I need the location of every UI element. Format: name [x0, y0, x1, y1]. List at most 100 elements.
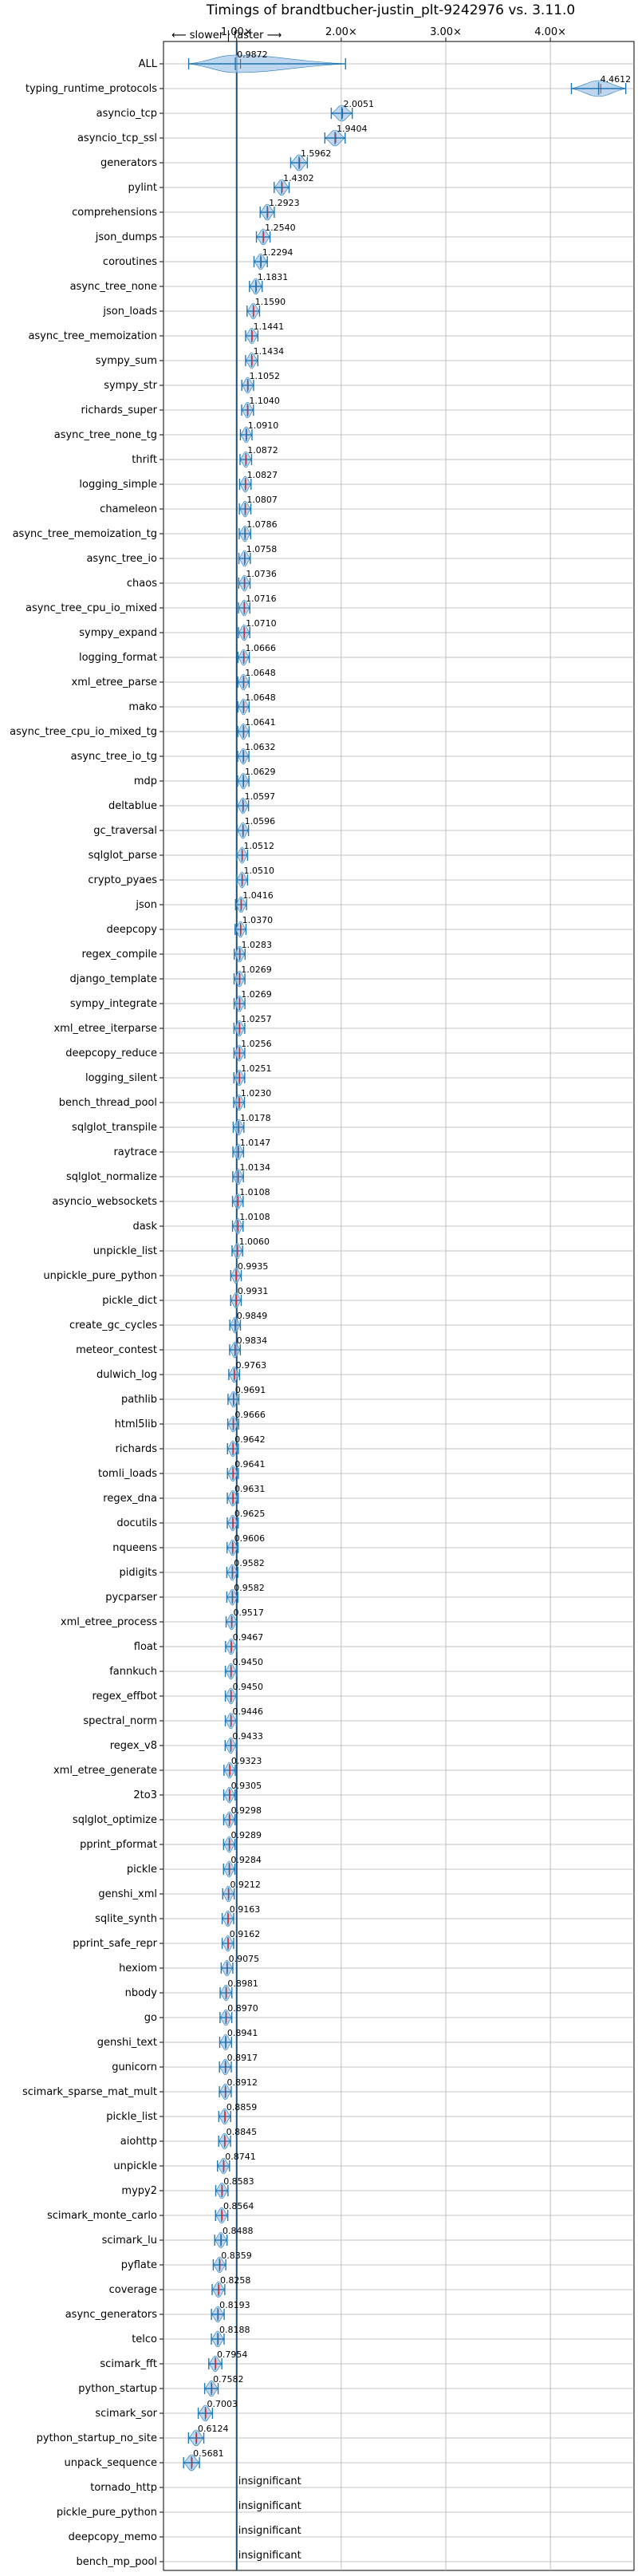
benchmark-name: create_gc_cycles [69, 1320, 157, 1331]
benchmark-name: asyncio_tcp [96, 108, 157, 120]
benchmark-name: aiohttp [120, 2136, 157, 2148]
x-tick-label: 1.00× [221, 26, 253, 38]
value-label: 0.9631 [234, 1484, 266, 1494]
value-label: 0.8970 [227, 2003, 258, 2014]
benchmark-name: pickle [127, 1864, 157, 1876]
value-label: 1.4302 [283, 173, 314, 183]
benchmark-name: regex_dna [103, 1493, 157, 1505]
benchmark-name: tornado_http [90, 2482, 157, 2494]
value-label: 1.2294 [262, 247, 293, 258]
benchmark-name: deepcopy [106, 924, 157, 936]
value-label: 1.0147 [240, 1138, 271, 1148]
value-label: 1.1590 [255, 297, 286, 307]
value-label: 0.9931 [238, 1286, 269, 1296]
benchmark-name: async_generators [65, 2309, 158, 2321]
direction-label: ⟵ slower | faster ⟶ [171, 30, 282, 41]
benchmark-name: pickle_list [106, 2111, 157, 2123]
value-label: 1.0510 [243, 866, 274, 876]
benchmark-name: xml_etree_generate [53, 1765, 157, 1777]
benchmark-name: typing_runtime_protocols [26, 83, 157, 95]
benchmark-name: async_tree_none_tg [54, 429, 157, 441]
insignificant-label: insignificant [238, 2500, 301, 2512]
value-label: 1.0807 [246, 495, 278, 505]
value-label: 0.9163 [230, 1904, 261, 1915]
chart-title: Timings of brandtbucher-justin_plt-92429… [206, 2, 575, 18]
benchmark-name: richards [116, 1443, 158, 1455]
value-label: 0.8941 [227, 2028, 258, 2038]
benchmark-name: gunicorn [112, 2061, 157, 2073]
value-label: 1.5962 [301, 148, 332, 159]
benchmark-name: async_tree_io [86, 553, 157, 565]
value-label: 0.9625 [234, 1509, 266, 1519]
benchmark-name: sympy_integrate [70, 998, 157, 1010]
benchmark-name: scimark_fft [100, 2358, 157, 2370]
benchmark-name: docutils [116, 1517, 157, 1529]
value-label: 1.0256 [241, 1039, 272, 1049]
benchmark-name: unpack_sequence [64, 2457, 157, 2469]
value-label: 1.1441 [254, 322, 285, 332]
benchmark-name: unpickle_pure_python [43, 1270, 157, 1282]
benchmark-name: dulwich_log [96, 1369, 157, 1381]
value-label: 0.9323 [231, 1756, 262, 1766]
value-label: 1.0134 [240, 1162, 271, 1173]
violin-layer [183, 54, 627, 2471]
value-label: 0.9450 [233, 1682, 264, 1692]
benchmark-name: unpickle_list [93, 1245, 157, 1257]
value-label: 1.0872 [247, 445, 278, 456]
benchmark-name: pickle_pure_python [57, 2507, 157, 2519]
benchmark-name: mako [128, 701, 157, 713]
benchmark-name: django_template [70, 973, 157, 985]
benchmark-name: tomli_loads [98, 1468, 157, 1480]
benchmark-name: logging_simple [79, 479, 157, 491]
benchmark-name: json [135, 899, 157, 911]
benchmark-name: bench_thread_pool [59, 1097, 157, 1109]
benchmark-name: scimark_lu [102, 2235, 157, 2247]
value-label: 1.1040 [249, 396, 280, 406]
benchmark-name: go [144, 2012, 157, 2024]
value-label: 0.9582 [234, 1583, 265, 1593]
benchmark-name: bench_mp_pool [76, 2556, 157, 2568]
benchmark-name: meteor_contest [76, 1344, 157, 1356]
benchmark-name: async_tree_memoization_tg [13, 528, 157, 540]
value-label: 0.9284 [230, 1855, 262, 1865]
value-label: 1.0736 [246, 569, 277, 579]
benchmark-name: scimark_sparse_mat_mult [22, 2086, 157, 2098]
value-label: 2.0051 [344, 99, 375, 109]
benchmark-name: regex_effbot [92, 1690, 157, 1702]
value-label: 1.0251 [241, 1063, 272, 1074]
benchmark-name: nbody [125, 1987, 158, 1999]
benchmark-name: regex_compile [81, 949, 157, 961]
value-label: 1.0910 [248, 420, 279, 431]
value-label: 0.9641 [234, 1459, 266, 1469]
value-label: 0.9446 [233, 1706, 264, 1717]
benchmark-name: xml_etree_iterparse [53, 1023, 157, 1035]
value-label: 0.6124 [198, 2424, 229, 2434]
value-label: 0.9691 [235, 1385, 266, 1395]
benchmark-name: logging_format [79, 652, 157, 664]
value-label: 0.9642 [234, 1434, 266, 1445]
benchmark-name: chameleon [100, 503, 157, 515]
value-label: 1.0108 [239, 1187, 270, 1197]
value-label: 0.7582 [213, 2374, 244, 2385]
benchmark-name: hexiom [119, 1963, 157, 1974]
value-label: 1.0786 [246, 519, 278, 530]
value-label: 0.9075 [229, 1954, 260, 1964]
benchmark-name: telco [132, 2333, 157, 2345]
value-label: 1.0269 [241, 965, 272, 975]
value-label: 1.0230 [241, 1088, 272, 1099]
benchmark-name: raytrace [113, 1146, 157, 1158]
value-label: 0.9834 [237, 1335, 268, 1346]
value-label: 0.8845 [226, 2127, 258, 2137]
value-label: 1.0370 [242, 915, 274, 925]
value-label: 0.9162 [230, 1929, 261, 1939]
benchmark-name: asyncio_websockets [52, 1196, 157, 1208]
benchmark-name: xml_etree_process [61, 1616, 157, 1628]
benchmark-name: sqlglot_optimize [73, 1814, 157, 1826]
value-label: 0.8564 [223, 2201, 254, 2211]
value-label: 0.9606 [234, 1533, 266, 1544]
benchmark-name: float [134, 1641, 157, 1653]
benchmark-name: genshi_text [97, 2037, 157, 2049]
value-label: 0.7003 [207, 2399, 238, 2409]
benchmark-name: chaos [127, 578, 157, 590]
benchmark-name: sqlglot_transpile [72, 1122, 157, 1134]
